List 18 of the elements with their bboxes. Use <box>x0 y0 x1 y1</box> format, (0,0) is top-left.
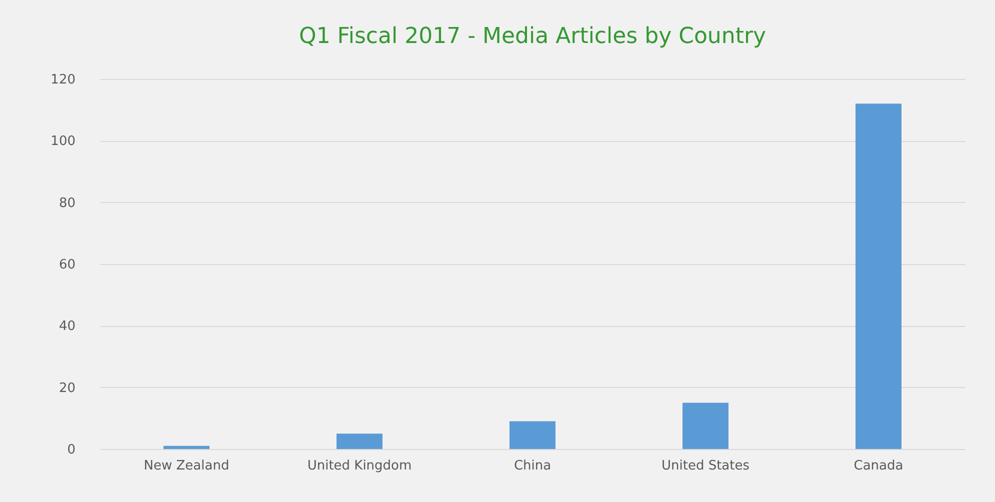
bar <box>856 104 902 449</box>
bar <box>510 421 556 449</box>
y-tick-label: 80 <box>58 196 76 211</box>
chart-title: Q1 Fiscal 2017 - Media Articles by Country <box>298 24 766 49</box>
y-tick-label: 0 <box>67 442 76 458</box>
x-tick-label: China <box>514 458 552 474</box>
y-tick-label: 120 <box>50 72 76 88</box>
x-tick-label: United Kingdom <box>307 458 412 474</box>
bar <box>164 446 210 449</box>
y-tick-label: 40 <box>58 319 76 334</box>
y-tick-label: 60 <box>58 258 76 272</box>
y-tick-label: 100 <box>50 134 76 150</box>
x-tick-label: United States <box>661 458 750 474</box>
x-tick-label: New Zealand <box>144 458 230 474</box>
bar <box>682 402 728 449</box>
x-tick-label: Canada <box>854 458 904 474</box>
bar <box>336 434 382 449</box>
y-tick-label: 20 <box>58 380 76 396</box>
